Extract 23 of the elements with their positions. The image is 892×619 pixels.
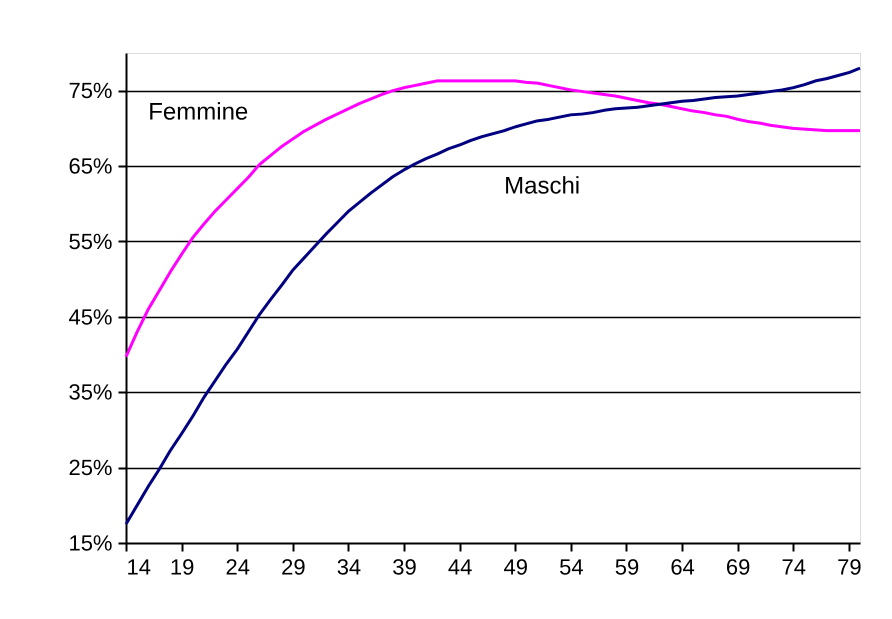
x-tick-label: 54 (559, 554, 584, 580)
y-tick-label: 45% (68, 304, 112, 330)
x-tick-label: 44 (448, 554, 472, 580)
y-tick-label: 25% (68, 455, 112, 480)
y-tick-label: 55% (68, 228, 112, 254)
y-tick-label: 65% (68, 154, 112, 179)
x-tick-label: 29 (281, 554, 306, 580)
x-tick-label: 49 (504, 554, 528, 580)
x-tick-label: 74 (782, 554, 806, 580)
x-tick-label: 24 (225, 554, 250, 580)
x-tick-label: 59 (614, 554, 640, 580)
x-tick-label: 34 (336, 554, 362, 580)
x-tick-label: 69 (726, 554, 750, 580)
series-label: Femmine (148, 98, 248, 126)
x-tick-label: 39 (392, 554, 417, 580)
y-tick-label: 75% (68, 78, 112, 104)
x-tick-label: 19 (170, 554, 194, 580)
x-tick-label: 64 (670, 554, 695, 580)
series-label: Maschi (504, 172, 580, 200)
y-tick-label: 35% (68, 380, 112, 405)
x-tick-label: 79 (837, 554, 862, 580)
y-tick-label: 15% (68, 530, 112, 556)
x-tick-label: 14 (126, 554, 151, 580)
